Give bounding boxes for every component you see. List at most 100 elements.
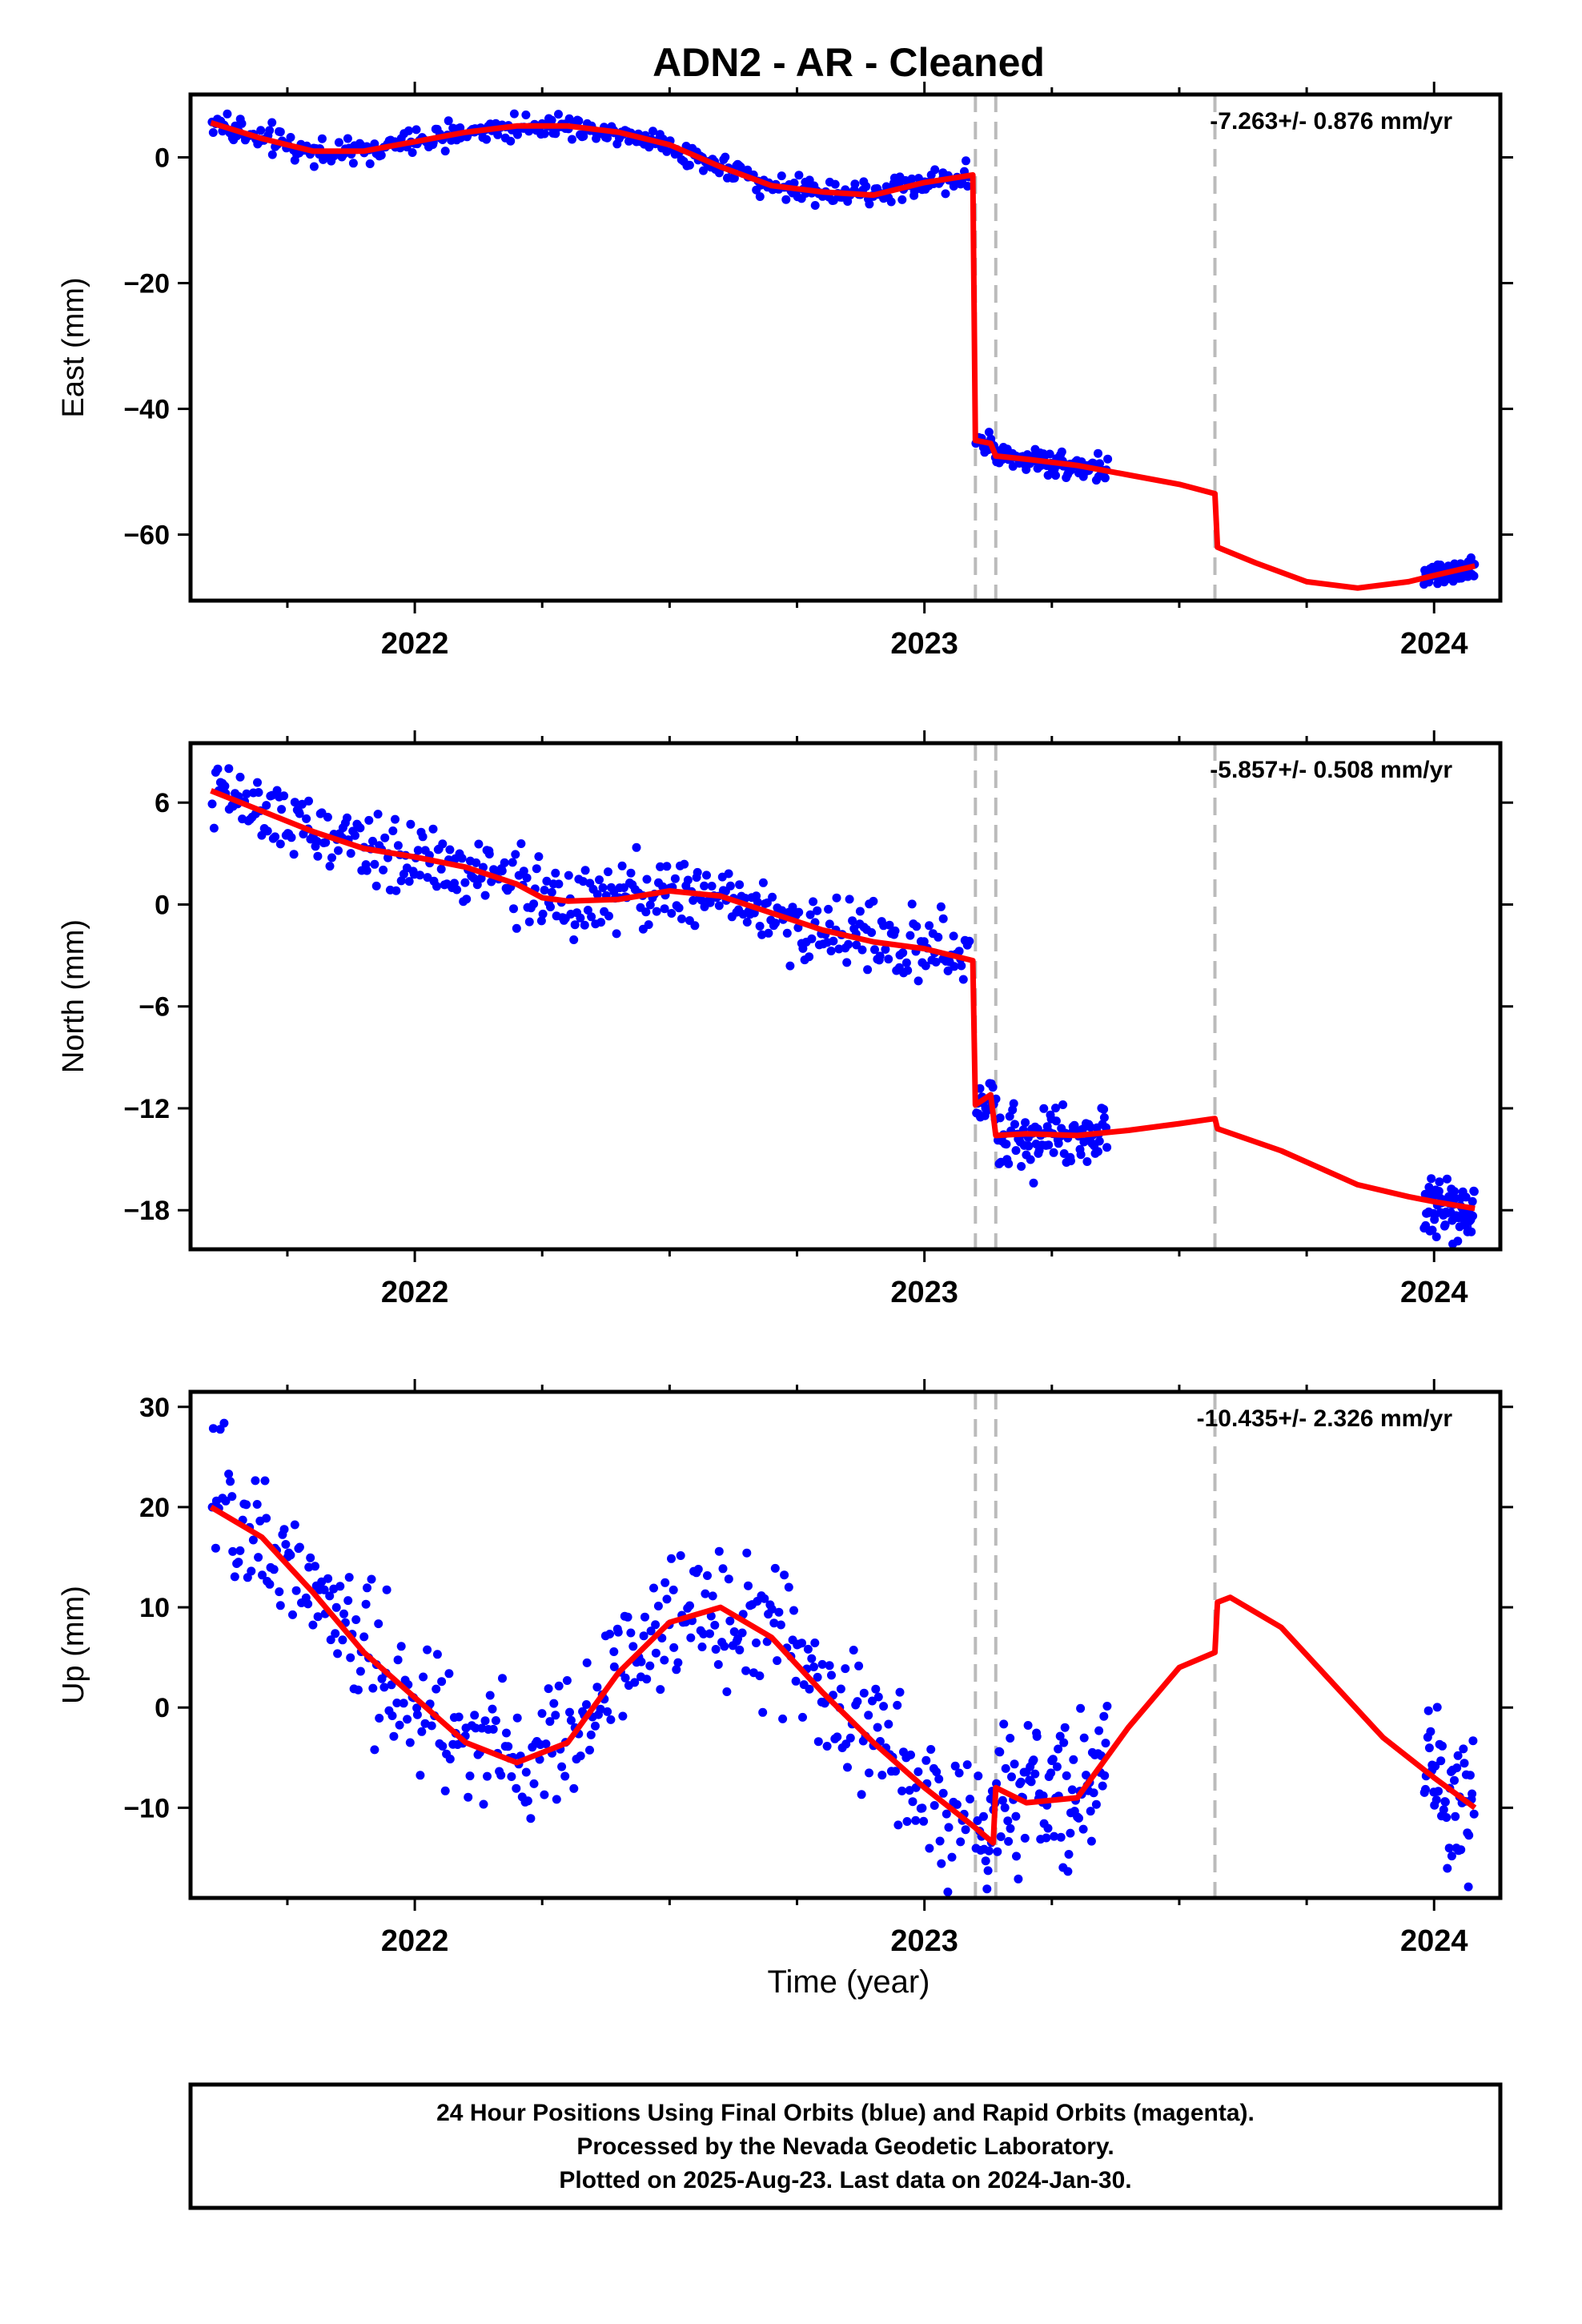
data-point [669,1585,678,1594]
data-point [275,1587,284,1597]
data-point [388,826,398,835]
data-point [359,1632,369,1642]
data-point [288,1610,297,1619]
data-point [1056,1832,1066,1842]
data-point [926,1745,936,1754]
data-point [537,1709,547,1719]
data-point [1038,1791,1048,1800]
data-point [613,1627,623,1637]
data-point [444,116,453,126]
data-point [817,1659,827,1669]
data-point [474,839,484,849]
data-point [729,1627,739,1636]
data-point [1453,1751,1463,1760]
data-point [1467,1227,1476,1236]
x-tick-label: 2023 [890,1924,958,1958]
data-point [375,1714,384,1723]
rate-annotation-north: -5.857+/- 0.508 mm/yr [1210,757,1452,783]
data-point [596,918,606,927]
data-point [271,832,280,842]
data-point [693,1565,703,1574]
data-point [512,1713,522,1723]
y-tick-label: 6 [155,788,170,818]
data-point [440,147,450,156]
data-point [480,1716,490,1726]
data-point [476,874,486,883]
data-point [813,906,822,915]
data-point [379,1683,389,1692]
data-point [897,1786,907,1795]
data-point [1054,1744,1063,1754]
data-point [253,778,262,787]
data-point [393,1655,403,1665]
data-point [560,1771,570,1781]
data-point [289,850,299,859]
data-point [364,815,374,825]
y-tick-label: −6 [139,992,170,1023]
data-point [1066,1828,1075,1838]
data-point [1029,1178,1038,1188]
rate-annotation-up: -10.435+/- 2.326 mm/yr [1197,1405,1453,1432]
data-point [279,1525,289,1534]
data-point [502,1728,511,1738]
data-point [258,1570,267,1580]
data-point [769,1618,779,1628]
data-point [934,1775,944,1783]
data-point [798,1712,807,1722]
data-point [557,1762,567,1771]
data-point [921,961,930,971]
data-point [925,921,934,931]
data-point [547,115,556,125]
data-point [903,966,913,975]
data-point [370,1745,379,1755]
data-point [317,134,327,143]
data-point [1046,1768,1056,1778]
data-point [781,195,791,204]
data-point [1424,1743,1434,1753]
data-point [1051,1116,1061,1126]
data-point [697,895,706,905]
data-point [805,910,815,919]
data-point [925,1844,934,1853]
data-point [353,1685,363,1695]
data-point [979,1811,988,1821]
data-point [674,903,684,913]
data-point [472,880,482,890]
data-point [554,879,564,889]
footer-line-2: Processed by the Nevada Geodetic Laborat… [576,2133,1114,2160]
data-point [370,859,379,869]
plot-frame-up [188,1389,1503,1900]
y-tick-label: −12 [123,1094,170,1124]
data-point [532,864,541,874]
data-point [685,1601,694,1610]
data-point [1469,1809,1479,1819]
data-point [626,868,636,878]
data-point [735,1645,745,1655]
data-point [219,1418,229,1428]
data-point [930,165,940,175]
data-point [519,866,528,876]
data-point [482,135,492,144]
data-point [286,1550,295,1560]
data-point [841,1739,851,1749]
data-point [242,1500,251,1510]
data-point [1026,1155,1035,1164]
data-point [791,1676,801,1686]
data-point [580,866,590,875]
data-point [853,1697,862,1707]
x-tick-label: 2022 [381,1924,449,1958]
data-point [290,798,299,807]
data-point [209,823,219,833]
data-point [755,192,765,201]
data-point [890,926,900,935]
footer-line-1: 24 Hour Positions Using Final Orbits (bl… [436,2100,1255,2126]
data-point [568,135,576,144]
data-point [309,162,319,171]
data-point [1434,1787,1443,1796]
data-point [355,823,365,833]
data-point [1098,1781,1107,1791]
data-point [1074,1813,1083,1823]
data-point [304,796,313,806]
data-point [576,1751,585,1761]
data-point [606,1715,616,1724]
